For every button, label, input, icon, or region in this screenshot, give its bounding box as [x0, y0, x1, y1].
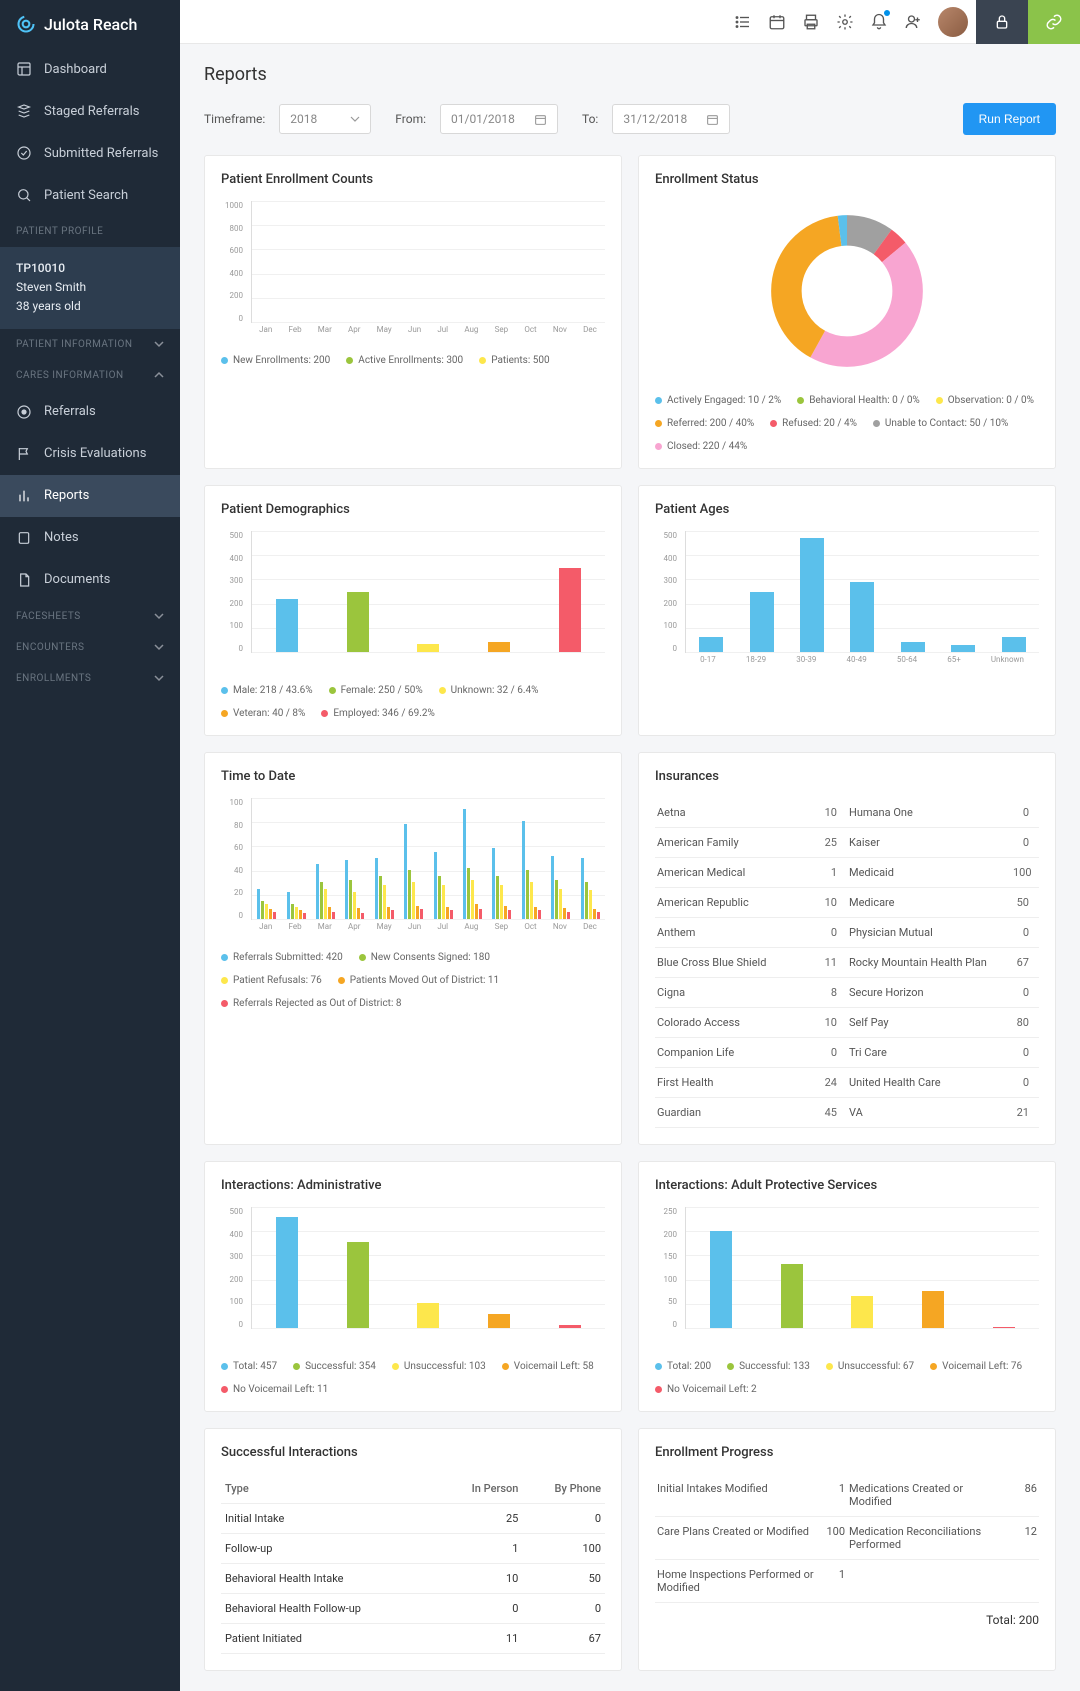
legend-item: Employed: 346 / 69.2% [321, 708, 434, 719]
patient-profile-header: PATIENT PROFILE [0, 216, 180, 247]
legend-item: Voicemail Left: 76 [930, 1361, 1022, 1372]
legend-item: Closed: 220 / 44% [655, 441, 747, 452]
legend-item: Patient Refusals: 76 [221, 975, 322, 986]
filters: Timeframe: 2018 From: 01/01/2018 To: 31/… [204, 103, 1056, 135]
legend-item: New Enrollments: 200 [221, 355, 330, 366]
legend-item: Total: 457 [221, 1361, 277, 1372]
legend-item: Unsuccessful: 67 [826, 1361, 914, 1372]
legend-item: Referrals Rejected as Out of District: 8 [221, 998, 401, 1009]
legend-item: Unknown: 32 / 6.4% [439, 685, 539, 696]
nav-encounters[interactable]: ENCOUNTERS [0, 632, 180, 663]
from-label: From: [395, 112, 426, 126]
legend-item: Patients Moved Out of District: 11 [338, 975, 499, 986]
nav-submitted-referrals[interactable]: Submitted Referrals [0, 132, 180, 174]
cares-info-header[interactable]: CARES INFORMATION [0, 360, 180, 391]
chevron-up-icon [154, 370, 164, 380]
print-icon[interactable] [794, 0, 828, 44]
link-button[interactable] [1028, 0, 1080, 44]
patient-name: Steven Smith [16, 278, 164, 297]
nav-staged-referrals[interactable]: Staged Referrals [0, 90, 180, 132]
app-name: Julota Reach [44, 15, 137, 34]
panel-successful-interactions: Successful Interactions TypeIn PersonBy … [204, 1428, 622, 1671]
to-date[interactable]: 31/12/2018 [612, 104, 730, 134]
nav-documents[interactable]: Documents [0, 559, 180, 601]
progress-total: Total: 200 [655, 1603, 1039, 1627]
lock-button[interactable] [976, 0, 1028, 44]
legend-item: Successful: 354 [293, 1361, 376, 1372]
nav-enrollments[interactable]: ENROLLMENTS [0, 663, 180, 694]
panel-enrollment-status: Enrollment Status Actively Engaged: 10 /… [638, 155, 1056, 469]
panel-enrollment-progress: Enrollment Progress Initial Intakes Modi… [638, 1428, 1056, 1671]
nav-crisis-evaluations[interactable]: Crisis Evaluations [0, 433, 180, 475]
chevron-down-icon [154, 339, 164, 349]
patient-info-header[interactable]: PATIENT INFORMATION [0, 329, 180, 360]
panel-demographics: Patient Demographics 5004003002001000 Ma… [204, 485, 622, 736]
legend-item: Female: 250 / 50% [329, 685, 423, 696]
from-date[interactable]: 01/01/2018 [440, 104, 558, 134]
panel-enrollment-counts: Patient Enrollment Counts 10008006004002… [204, 155, 622, 469]
timeframe-select[interactable]: 2018 [279, 104, 371, 134]
calendar-icon [706, 113, 719, 126]
panel-admin-interactions: Interactions: Administrative 50040030020… [204, 1161, 622, 1412]
panel-time-to-date: Time to Date 100806040200 JanFebMarAprMa… [204, 752, 622, 1145]
legend-item: Total: 200 [655, 1361, 711, 1372]
legend-item: Veteran: 40 / 8% [221, 708, 305, 719]
main-area: Reports Timeframe: 2018 From: 01/01/2018… [180, 0, 1080, 1691]
legend-item: Refused: 20 / 4% [770, 418, 857, 429]
calendar-icon [534, 113, 547, 126]
successful-table: TypeIn PersonBy PhoneInitial Intake250Fo… [221, 1474, 605, 1654]
legend-item: Successful: 133 [727, 1361, 810, 1372]
legend-item: Actively Engaged: 10 / 2% [655, 395, 781, 406]
nav-dashboard[interactable]: Dashboard [0, 48, 180, 90]
legend-item: New Consents Signed: 180 [359, 952, 490, 963]
nav-patient-search[interactable]: Patient Search [0, 174, 180, 216]
patient-card[interactable]: TP10010 Steven Smith 38 years old [0, 247, 180, 329]
add-user-icon[interactable] [896, 0, 930, 44]
run-report-button[interactable]: Run Report [963, 103, 1056, 135]
list-icon[interactable] [726, 0, 760, 44]
patient-id: TP10010 [16, 259, 164, 278]
panel-insurances: Insurances Aetna10Humana One0American Fa… [638, 752, 1056, 1145]
panel-ages: Patient Ages 5004003002001000 0-1718-293… [638, 485, 1056, 736]
sidebar: Julota Reach DashboardStaged ReferralsSu… [0, 0, 180, 1691]
gear-icon[interactable] [828, 0, 862, 44]
topbar [180, 0, 1080, 44]
timeframe-label: Timeframe: [204, 112, 265, 126]
legend-item: No Voicemail Left: 11 [221, 1384, 328, 1395]
legend-item: Active Enrollments: 300 [346, 355, 463, 366]
legend-item: Male: 218 / 43.6% [221, 685, 313, 696]
nav-reports[interactable]: Reports [0, 475, 180, 517]
avatar[interactable] [938, 7, 968, 37]
legend-item: Unable to Contact: 50 / 10% [873, 418, 1008, 429]
nav-notes[interactable]: Notes [0, 517, 180, 559]
legend-item: Patients: 500 [479, 355, 549, 366]
bell-icon[interactable] [862, 0, 896, 44]
to-label: To: [582, 112, 598, 126]
patient-age: 38 years old [16, 297, 164, 316]
donut-chart [767, 211, 927, 371]
legend-item: No Voicemail Left: 2 [655, 1384, 757, 1395]
logo-icon [16, 14, 36, 34]
nav-referrals[interactable]: Referrals [0, 391, 180, 433]
calendar-icon[interactable] [760, 0, 794, 44]
content: Reports Timeframe: 2018 From: 01/01/2018… [180, 44, 1080, 1691]
chevron-down-icon [350, 114, 360, 124]
legend-item: Referrals Submitted: 420 [221, 952, 343, 963]
legend-item: Observation: 0 / 0% [936, 395, 1034, 406]
panel-aps-interactions: Interactions: Adult Protective Services … [638, 1161, 1056, 1412]
legend-item: Behavioral Health: 0 / 0% [797, 395, 920, 406]
legend-item: Referred: 200 / 40% [655, 418, 754, 429]
page-title: Reports [204, 64, 1056, 85]
nav-facesheets[interactable]: FACESHEETS [0, 601, 180, 632]
legend-item: Unsuccessful: 103 [392, 1361, 486, 1372]
legend-item: Voicemail Left: 58 [502, 1361, 594, 1372]
app-logo: Julota Reach [0, 0, 180, 48]
